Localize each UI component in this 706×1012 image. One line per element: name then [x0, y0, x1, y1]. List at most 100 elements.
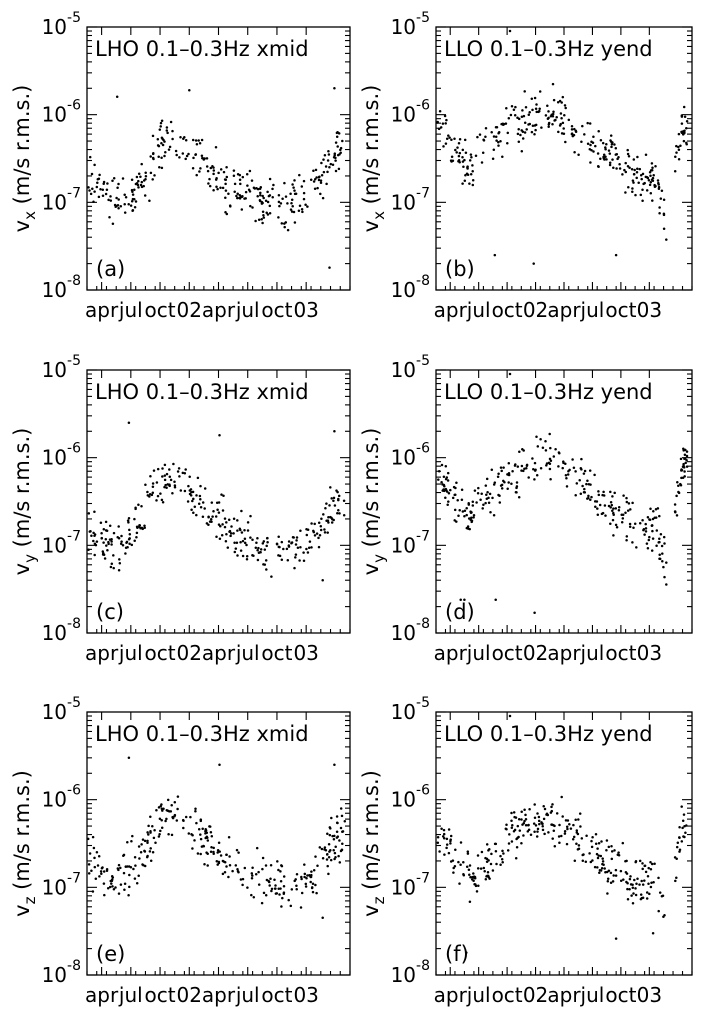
data-point: [109, 199, 113, 202]
data-point: [447, 491, 451, 495]
data-point: [589, 483, 592, 486]
data-point: [547, 116, 550, 120]
data-point: [299, 546, 302, 549]
data-point: [255, 846, 259, 850]
data-point: [240, 208, 244, 211]
data-point: [614, 874, 618, 877]
data-point: [649, 174, 652, 177]
data-point: [673, 169, 677, 173]
data-point: [224, 196, 227, 199]
data-point: [188, 492, 192, 496]
data-point: [519, 133, 522, 137]
data-point: [329, 486, 332, 489]
data-point: [674, 155, 677, 159]
data-point: [466, 527, 470, 530]
data-point: [680, 122, 684, 125]
data-point: [551, 82, 555, 86]
data-point: [568, 822, 571, 826]
data-point: [263, 548, 267, 551]
data-point: [106, 182, 109, 185]
data-point: [440, 827, 443, 830]
data-point: [274, 884, 277, 887]
x-tick-label: oct: [605, 298, 636, 322]
data-point: [639, 173, 643, 177]
data-point: [639, 193, 643, 197]
data-point: [134, 506, 137, 510]
data-point: [210, 501, 214, 504]
data-point: [304, 203, 307, 206]
data-point: [331, 163, 335, 167]
data-point: [485, 497, 489, 500]
data-point: [281, 896, 284, 900]
data-point: [578, 479, 581, 482]
data-point: [203, 862, 206, 866]
data-point: [269, 877, 272, 880]
data-point: [474, 883, 477, 886]
data-point: [564, 473, 568, 477]
data-point: [236, 519, 239, 522]
data-point: [591, 859, 594, 862]
data-point: [289, 192, 292, 196]
data-point: [652, 174, 655, 177]
data-point: [564, 106, 567, 110]
data-point: [484, 484, 488, 487]
data-point: [540, 126, 543, 129]
data-point: [525, 128, 528, 131]
data-point: [210, 845, 213, 849]
data-point: [631, 886, 635, 889]
data-point: [128, 542, 131, 546]
data-point: [243, 866, 247, 870]
data-point: [165, 129, 169, 132]
y-axis-label: vx (m/s r.m.s.): [10, 85, 39, 233]
data-point: [238, 527, 242, 530]
data-point: [144, 177, 147, 181]
data-point: [187, 832, 191, 835]
data-point: [596, 847, 599, 850]
data-point: [130, 543, 134, 547]
data-point: [219, 854, 223, 857]
data-point: [508, 833, 511, 836]
data-point: [628, 525, 632, 528]
data-point: [536, 812, 539, 815]
data-point: [103, 557, 107, 560]
data-point: [494, 850, 498, 853]
data-point: [184, 157, 187, 161]
data-point: [139, 175, 142, 178]
data-point: [159, 492, 162, 495]
data-point: [137, 845, 141, 848]
data-point: [252, 186, 256, 190]
data-point: [207, 182, 210, 185]
data-point: [461, 510, 465, 513]
data-point: [319, 181, 323, 184]
data-point: [597, 490, 600, 493]
data-point: [445, 137, 449, 141]
data-point: [161, 143, 165, 147]
data-point: [677, 148, 681, 151]
data-point: [199, 497, 202, 501]
data-point: [463, 514, 466, 518]
data-point: [317, 545, 321, 549]
data-point: [90, 534, 93, 537]
data-point: [302, 191, 306, 195]
data-point: [191, 167, 195, 170]
data-point: [472, 513, 476, 517]
data-point: [642, 528, 645, 532]
data-point: [533, 478, 536, 481]
data-point: [166, 798, 170, 802]
data-point: [684, 461, 687, 465]
data-point: [591, 836, 594, 839]
data-point: [626, 887, 629, 891]
data-point: [107, 542, 110, 546]
data-point: [266, 541, 269, 544]
data-point: [206, 864, 209, 867]
data-point: [173, 815, 176, 818]
data-point: [682, 139, 686, 143]
data-point: [460, 498, 464, 501]
data-point: [513, 114, 517, 117]
data-point: [339, 849, 343, 853]
data-point: [165, 486, 168, 490]
data-point: [278, 893, 281, 896]
data-point: [119, 866, 122, 870]
data-point: [583, 469, 587, 473]
data-point: [309, 178, 313, 182]
